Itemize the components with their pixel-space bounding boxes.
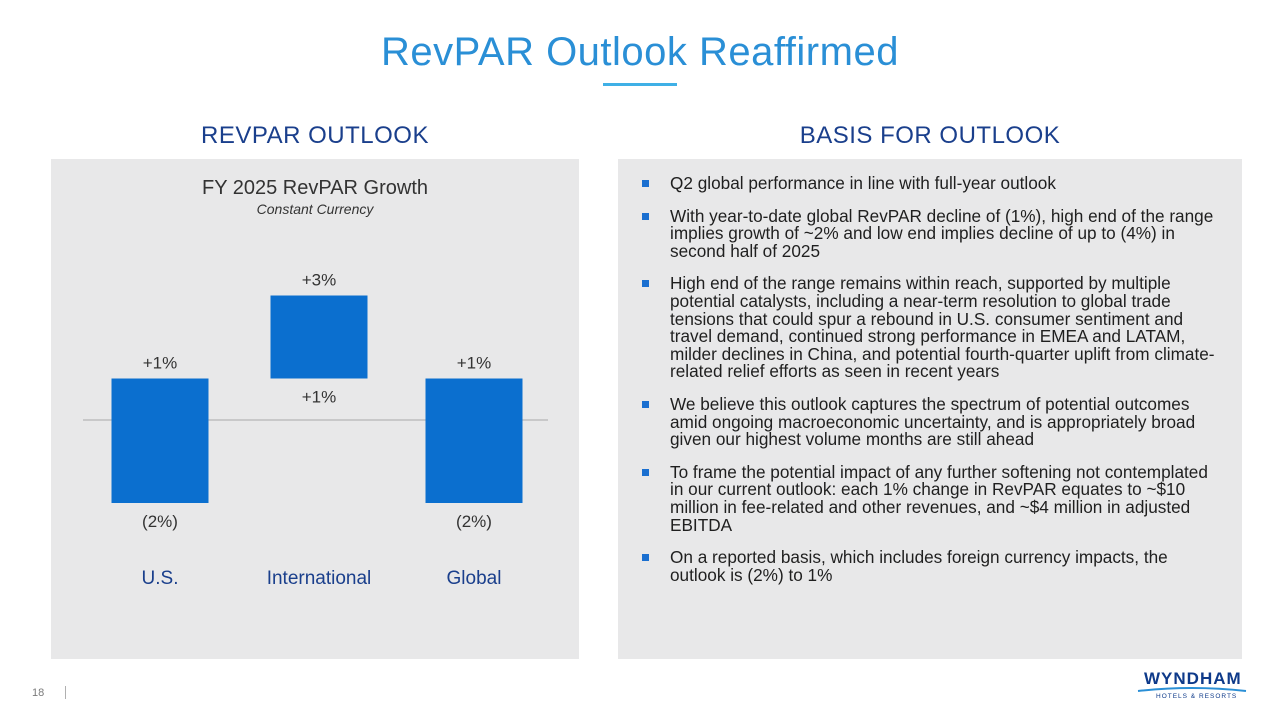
bullet-text: We believe this outlook captures the spe…	[670, 393, 1196, 450]
basis-panel: Q2 global performance in line with full-…	[618, 159, 1242, 659]
bullet-square-icon	[642, 554, 649, 562]
bullet-square-icon	[642, 400, 649, 408]
bar-high-label: +1%	[143, 354, 178, 373]
basis-bullet: On a reported basis, which includes fore…	[640, 547, 1220, 585]
revpar-range-chart: +1% (2%) U.S. +3% +1% International +1% (2%) Glo…	[83, 271, 548, 589]
bullet-square-icon	[642, 468, 649, 476]
chart-subtitle: Constant Currency	[256, 201, 374, 217]
bullet-square-icon	[642, 180, 649, 187]
basis-bullet: With year-to-date global RevPAR decline …	[640, 205, 1220, 261]
bar-high-label: +1%	[457, 354, 492, 373]
bar-high-label: +3%	[302, 271, 337, 290]
basis-bullet: High end of the range remains within rea…	[640, 275, 1220, 381]
basis-bullet: To frame the potential impact of any fur…	[640, 461, 1220, 535]
footer-divider	[65, 686, 66, 699]
title-underline	[603, 83, 677, 86]
revpar-outlook-heading: REVPAR OUTLOOK	[201, 122, 429, 149]
bar-low-label: (2%)	[456, 512, 492, 531]
logo-tagline: HOTELS & RESORTS	[1156, 693, 1238, 700]
range-bar	[425, 378, 523, 503]
bullet-text: With year-to-date global RevPAR decline …	[670, 205, 1214, 261]
chart-title: FY 2025 RevPAR Growth	[201, 177, 429, 199]
page-number: 18	[32, 687, 45, 699]
category-label: Global	[447, 568, 502, 589]
chart-panel: FY 2025 RevPAR Growth Constant Currency …	[51, 159, 579, 659]
bar-low-label: +1%	[302, 388, 337, 407]
basis-bullet: Q2 global performance in line with full-…	[640, 173, 1220, 193]
basis-bullet: We believe this outlook captures the spe…	[640, 393, 1220, 450]
wyndham-logo: WYNDHAM HOTELS & RESORTS	[1136, 669, 1248, 705]
category-label: International	[267, 568, 372, 589]
category-label: U.S.	[142, 568, 179, 589]
bar-low-label: (2%)	[142, 512, 178, 531]
bullet-square-icon	[642, 280, 649, 288]
bullet-text: High end of the range remains within rea…	[670, 273, 1215, 382]
logo-wordmark: WYNDHAM	[1144, 669, 1242, 688]
slide-title: RevPAR Outlook Reaffirmed	[381, 30, 899, 74]
logo-swoosh-icon	[1137, 687, 1247, 692]
range-bar	[270, 295, 368, 379]
bullet-text: On a reported basis, which includes fore…	[670, 547, 1168, 585]
bullet-square-icon	[642, 212, 649, 220]
basis-bullet-list: Q2 global performance in line with full-…	[640, 173, 1220, 599]
bullet-text: To frame the potential impact of any fur…	[670, 461, 1208, 535]
range-bar	[111, 378, 209, 503]
basis-for-outlook-heading: BASIS FOR OUTLOOK	[799, 122, 1061, 149]
bullet-text: Q2 global performance in line with full-…	[670, 173, 1056, 193]
